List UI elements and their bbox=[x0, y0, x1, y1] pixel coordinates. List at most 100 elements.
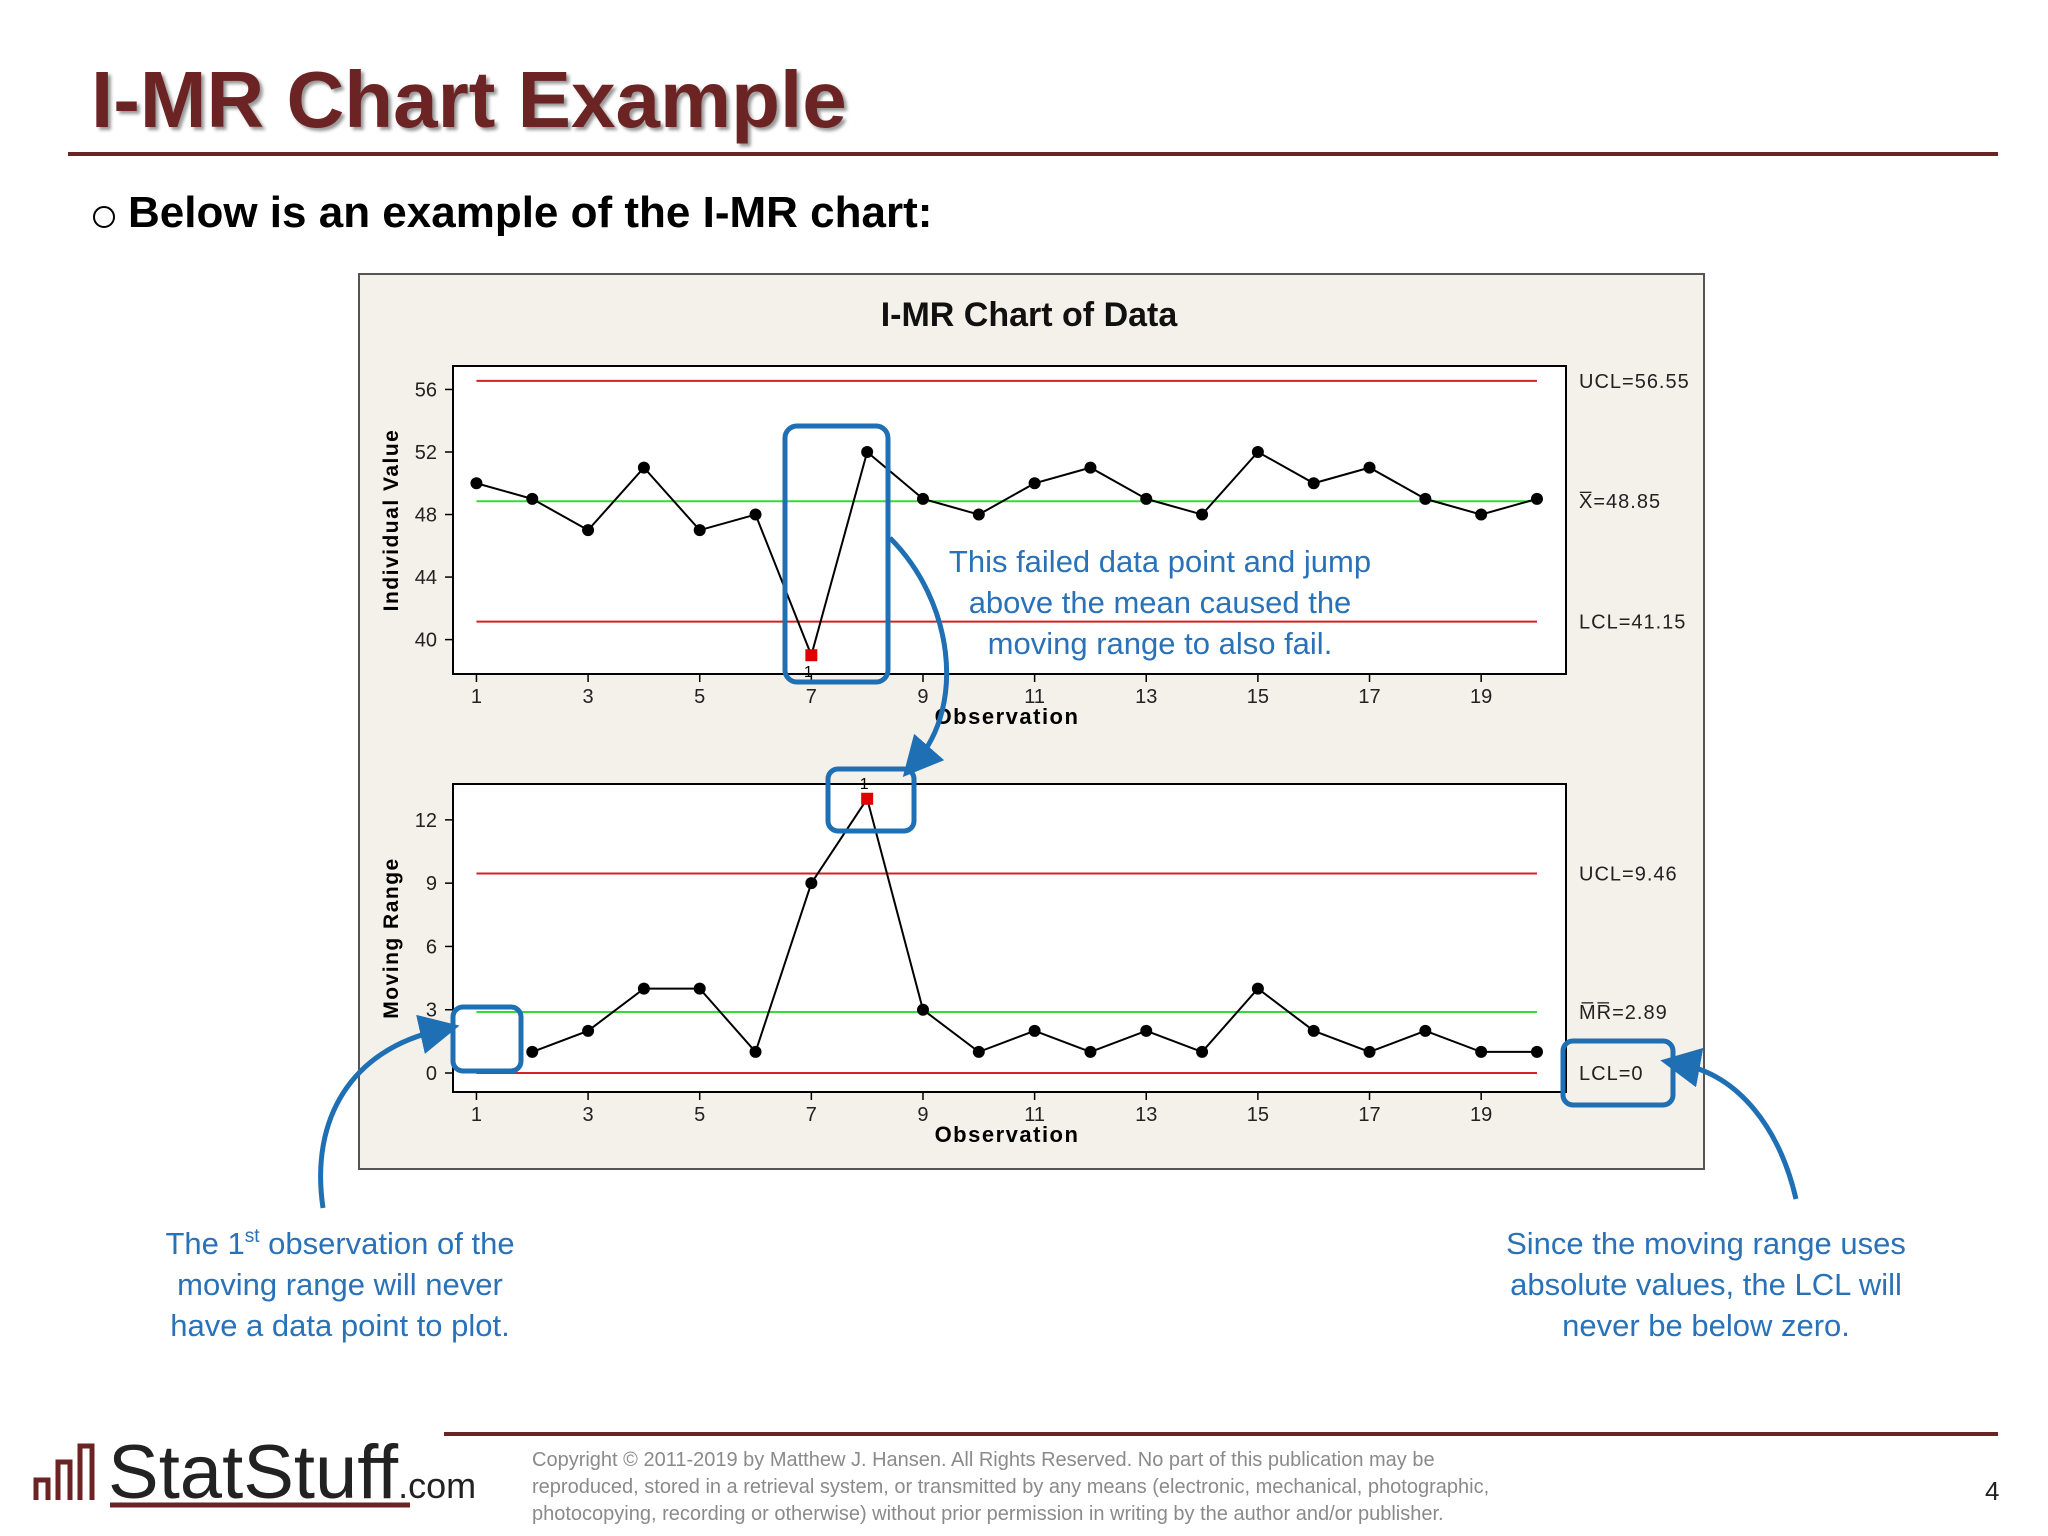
logo-suffix: .com bbox=[398, 1465, 476, 1506]
data-point bbox=[972, 1045, 985, 1058]
annotation: moving range will never bbox=[177, 1267, 503, 1302]
copyright: photocopying, recording or otherwise) wi… bbox=[532, 1503, 1444, 1525]
x-tick-label: 19 bbox=[1470, 1104, 1492, 1126]
y-axis-label: Individual Value bbox=[380, 429, 403, 612]
x-tick-label: 3 bbox=[583, 686, 594, 708]
x-tick-label: 5 bbox=[694, 1104, 705, 1126]
data-point bbox=[1251, 982, 1264, 995]
x-tick-label: 11 bbox=[1024, 686, 1045, 708]
annotation: above the mean caused the bbox=[969, 585, 1352, 620]
data-point bbox=[1363, 1045, 1376, 1058]
data-point bbox=[1307, 477, 1320, 490]
data-point bbox=[1140, 492, 1153, 505]
data-point bbox=[1363, 461, 1376, 474]
data-point bbox=[1530, 492, 1543, 505]
bullet-text: Below is an example of the I-MR chart: bbox=[128, 188, 932, 237]
annotation-run: observation of the bbox=[260, 1226, 515, 1261]
copyright: reproduced, stored in a retrieval system… bbox=[532, 1476, 1489, 1498]
logo-bars bbox=[33, 1443, 95, 1500]
data-point bbox=[916, 1003, 929, 1016]
flag-label: 1 bbox=[804, 664, 813, 681]
data-point bbox=[1028, 1024, 1041, 1037]
data-point bbox=[1251, 445, 1264, 458]
x-tick-label: 5 bbox=[694, 686, 705, 708]
y-tick-label: 44 bbox=[415, 567, 437, 589]
flag-label: 1 bbox=[860, 776, 869, 793]
x-tick-label: 13 bbox=[1135, 686, 1157, 708]
series-line bbox=[476, 450, 1538, 659]
bullet-marker bbox=[93, 206, 115, 228]
data-point bbox=[1028, 477, 1041, 490]
x-tick-label: 7 bbox=[806, 1104, 817, 1126]
flagged-point bbox=[861, 792, 874, 805]
annotation: The 1st observation of the bbox=[165, 1226, 514, 1261]
callout-box bbox=[825, 766, 917, 834]
y-tick-label: 48 bbox=[415, 505, 437, 527]
control-label: M̅R̅=2.89 bbox=[1579, 1001, 1668, 1024]
data-point bbox=[1084, 461, 1097, 474]
data-point bbox=[749, 1045, 762, 1058]
arrow bbox=[888, 536, 950, 778]
x-axis-label: Observation bbox=[935, 1122, 1080, 1147]
plot-area bbox=[452, 365, 1567, 675]
data-point bbox=[916, 492, 929, 505]
data-point bbox=[526, 492, 539, 505]
logo-icon bbox=[33, 1443, 95, 1500]
x-tick-label: 9 bbox=[917, 1104, 928, 1126]
x-tick-label: 17 bbox=[1358, 1104, 1380, 1126]
data-point bbox=[1307, 1024, 1320, 1037]
control-label: X̅=48.85 bbox=[1579, 490, 1661, 513]
x-tick-label: 1 bbox=[471, 1104, 482, 1126]
control-label: UCL=56.55 bbox=[1579, 371, 1690, 393]
data-point bbox=[637, 982, 650, 995]
x-tick-label: 19 bbox=[1470, 686, 1492, 708]
data-point bbox=[1475, 1045, 1488, 1058]
x-tick-label: 1 bbox=[471, 686, 482, 708]
x-tick-label: 17 bbox=[1358, 686, 1380, 708]
data-point bbox=[1140, 1024, 1153, 1037]
data-point bbox=[861, 445, 874, 458]
y-tick-label: 40 bbox=[415, 630, 437, 652]
control-label: UCL=9.46 bbox=[1579, 863, 1678, 885]
x-tick-label: 3 bbox=[583, 1104, 594, 1126]
data-point bbox=[582, 524, 595, 537]
data-point bbox=[972, 508, 985, 521]
logo-text: StatStuff bbox=[108, 1430, 399, 1515]
arrow bbox=[318, 1014, 460, 1209]
y-tick-label: 12 bbox=[415, 810, 437, 832]
annotation-run: The 1 bbox=[165, 1226, 244, 1261]
logo: StatStuff.com bbox=[108, 1430, 476, 1515]
control-label: LCL=41.15 bbox=[1579, 612, 1686, 634]
x-tick-label: 13 bbox=[1135, 1104, 1157, 1126]
y-axis-label: Moving Range bbox=[380, 857, 403, 1019]
annotation-sup: st bbox=[245, 1226, 261, 1247]
y-tick-label: 56 bbox=[415, 379, 437, 401]
data-point bbox=[1475, 508, 1488, 521]
panel-title: I-MR Chart of Data bbox=[881, 296, 1179, 334]
arrow bbox=[1660, 1047, 1799, 1200]
x-tick-label: 11 bbox=[1024, 1104, 1045, 1126]
control-label: LCL=0 bbox=[1579, 1063, 1644, 1085]
y-tick-label: 52 bbox=[415, 442, 437, 464]
annotation: moving range to also fail. bbox=[988, 626, 1333, 661]
data-point bbox=[749, 508, 762, 521]
data-point bbox=[693, 524, 706, 537]
callout-box bbox=[782, 423, 891, 685]
data-point bbox=[1196, 508, 1209, 521]
annotation: have a data point to plot. bbox=[170, 1308, 510, 1343]
x-tick-label: 7 bbox=[806, 686, 817, 708]
data-point bbox=[526, 1045, 539, 1058]
x-tick-label: 15 bbox=[1247, 686, 1269, 708]
slide-title: I-MR Chart Example bbox=[91, 55, 847, 144]
data-point bbox=[1530, 1045, 1543, 1058]
plot-area bbox=[452, 783, 1567, 1093]
data-point bbox=[805, 877, 818, 890]
data-point bbox=[1419, 492, 1432, 505]
flagged-point bbox=[805, 649, 818, 662]
y-tick-label: 0 bbox=[426, 1063, 437, 1085]
data-point bbox=[693, 982, 706, 995]
data-point bbox=[1084, 1045, 1097, 1058]
annotation: This failed data point and jump bbox=[949, 544, 1371, 579]
